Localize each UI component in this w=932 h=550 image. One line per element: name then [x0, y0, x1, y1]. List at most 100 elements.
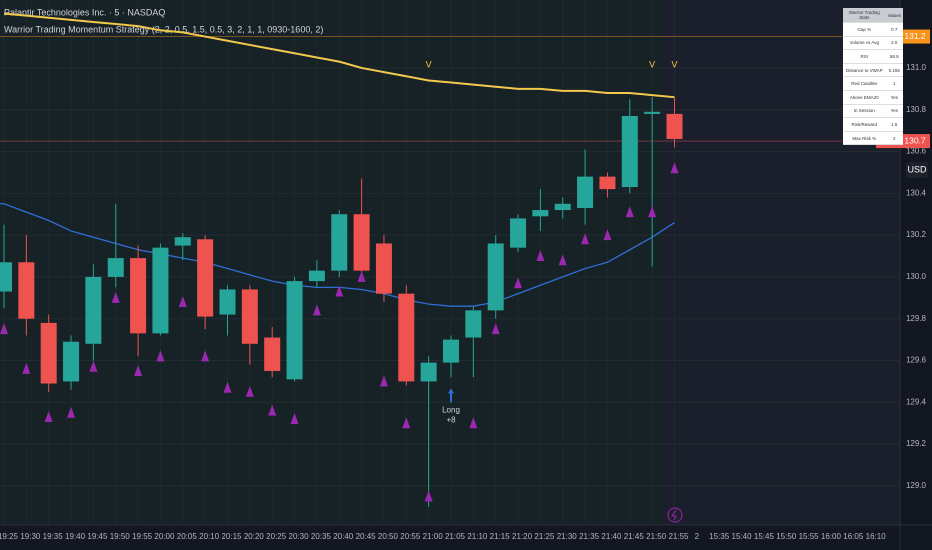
signal-marker	[268, 404, 277, 416]
candle-body	[107, 258, 124, 277]
y-tick-label: 129.0	[906, 481, 927, 490]
x-tick-label: 16:05	[843, 532, 864, 541]
signal-marker	[379, 375, 388, 387]
candle-body	[554, 203, 571, 211]
candle-body	[599, 176, 616, 190]
x-tick-label: 16:00	[821, 532, 842, 541]
signal-marker	[89, 360, 98, 372]
signal-marker	[67, 406, 76, 418]
signal-marker	[245, 385, 254, 397]
x-tick-label: 20:40	[333, 532, 354, 541]
candle-body	[308, 270, 325, 282]
signal-marker	[581, 233, 590, 245]
candle-body	[174, 237, 191, 246]
table-cell: Volume vs Avg	[843, 36, 886, 51]
candle-body	[286, 281, 303, 380]
x-tick-label: 20:50	[378, 532, 399, 541]
table-cell: Gap %	[843, 22, 886, 37]
x-tick-label: 20:05	[177, 532, 198, 541]
table-cell: Red Candles	[843, 76, 886, 91]
table-cell: 1	[885, 76, 903, 91]
entry-arrow	[448, 388, 454, 403]
price-label: 131.2	[904, 31, 926, 41]
stats-table: Warrior Trading Stats Values Gap % 0.7 Volum…	[843, 8, 903, 146]
price-label-box	[900, 29, 930, 44]
candle-body	[331, 214, 348, 271]
signal-marker	[178, 296, 187, 308]
x-tick-label: 20:25	[266, 532, 287, 541]
signal-marker	[111, 291, 120, 303]
candle-body	[130, 258, 147, 334]
table-cell: Yes	[885, 90, 903, 105]
price-label: 130.7	[904, 135, 926, 145]
annotation: V	[649, 59, 655, 69]
signal-marker	[22, 362, 31, 374]
signal-marker	[223, 381, 232, 393]
y-tick-label: 130.6	[906, 147, 927, 156]
x-tick-label: 21:10	[467, 532, 488, 541]
y-tick-label: 129.2	[906, 439, 927, 448]
candle-body	[666, 113, 683, 139]
y-tick-label: 130.2	[906, 230, 927, 239]
x-tick-label: 20:30	[289, 532, 310, 541]
signal-marker	[514, 277, 523, 289]
price-axis	[900, 0, 932, 550]
signal-marker	[134, 364, 143, 376]
x-tick-label: 20:00	[154, 532, 175, 541]
x-tick-label: 20:45	[356, 532, 377, 541]
entry-label: Long	[442, 405, 460, 414]
x-tick-label: 21:55	[668, 532, 689, 541]
candle-body	[398, 293, 415, 382]
signal-marker	[201, 350, 210, 362]
table-cell: Max Risk %	[843, 131, 886, 146]
candle-body	[0, 262, 12, 292]
signal-marker	[558, 254, 567, 266]
table-row: In Session Yes	[843, 104, 903, 119]
y-tick-label: 130.8	[906, 105, 927, 114]
table-cell: Yes	[885, 104, 903, 119]
x-tick-label: 16:10	[866, 532, 887, 541]
candle-body	[577, 176, 594, 208]
table-row: Warrior Trading Stats Values	[843, 8, 903, 23]
x-tick-label: 20:35	[311, 532, 332, 541]
table-row: Above EMA20 Yes	[843, 90, 903, 105]
candle-body	[487, 243, 504, 311]
overlay-line	[3, 12, 675, 99]
table-cell: 0.165	[885, 63, 903, 78]
x-tick-label: 15:40	[732, 532, 753, 541]
table-cell: Risk/Reward	[843, 117, 886, 132]
currency: USD	[907, 164, 927, 174]
x-tick-label: 15:55	[799, 532, 820, 541]
signal-marker	[603, 229, 612, 241]
x-tick-label: 19:40	[65, 532, 86, 541]
table-cell: 2.0	[885, 36, 903, 51]
table-cell: 58.9	[885, 49, 903, 64]
signal-marker	[625, 206, 634, 218]
candle-body	[644, 111, 661, 114]
candle-body	[532, 210, 549, 217]
chart-title: Palantir Technologies Inc. · 5 · NASDAQ	[4, 7, 165, 17]
signal-marker	[290, 413, 299, 425]
table-cell: RSI	[843, 49, 886, 64]
event-icon	[667, 507, 683, 523]
x-tick-label: 21:20	[512, 532, 533, 541]
signal-marker	[0, 323, 8, 335]
signal-marker	[312, 304, 321, 316]
table-cell: Distance to VWAP	[843, 63, 886, 78]
candle-body	[375, 243, 392, 294]
signal-marker	[402, 417, 411, 429]
table-row: Max Risk % 2	[843, 131, 903, 146]
signal-marker	[536, 250, 545, 262]
y-tick-label: 129.8	[906, 314, 927, 323]
signal-marker	[670, 162, 679, 174]
overlay-line	[0, 203, 675, 307]
x-tick-label: 20:10	[199, 532, 220, 541]
x-tick-label: 20:55	[400, 532, 421, 541]
candle-body	[443, 339, 459, 363]
table-row: Volume vs Avg 2.0	[843, 36, 903, 51]
candle-body	[85, 276, 102, 344]
x-tick-label: 15:35	[709, 532, 730, 541]
x-tick-label: 15:50	[776, 532, 797, 541]
